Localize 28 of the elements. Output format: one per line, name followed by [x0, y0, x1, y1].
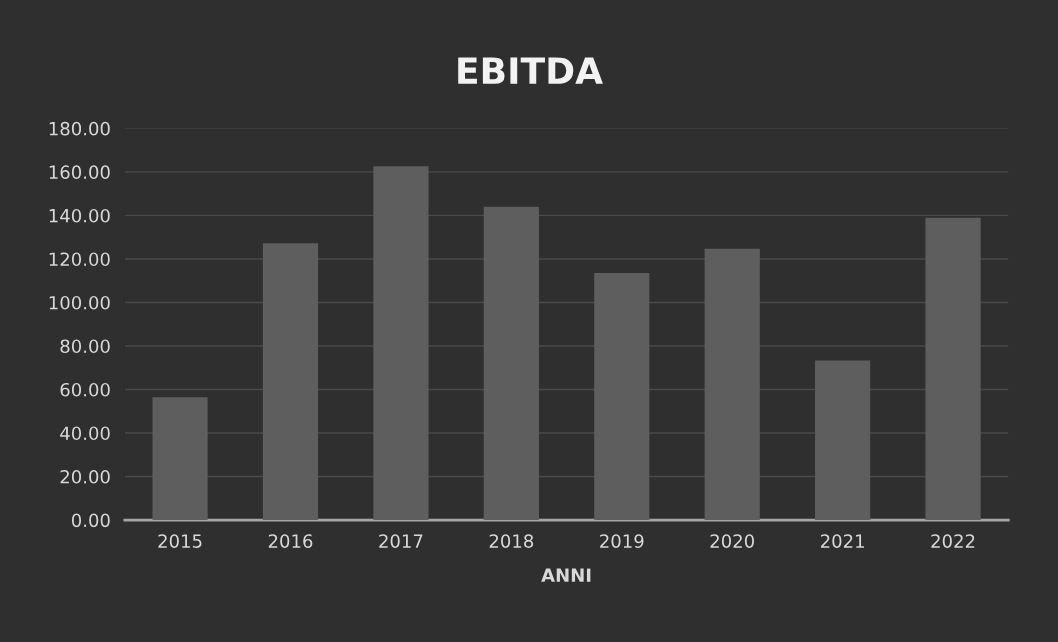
- y-tick-label: 0.00: [71, 513, 110, 528]
- chart-title: EBITDA: [458, 57, 603, 84]
- bar: [152, 397, 208, 521]
- x-tick-label: 2016: [268, 534, 313, 548]
- bar: [483, 206, 539, 521]
- y-tick-label: 100.00: [49, 295, 110, 310]
- y-tick-label: 160.00: [49, 165, 110, 180]
- bar: [594, 273, 650, 521]
- y-tick-label: 80.00: [60, 339, 110, 354]
- x-tick-label: 2017: [379, 534, 423, 548]
- x-tick-label: 2018: [489, 534, 534, 548]
- x-tick-label: 2020: [710, 534, 754, 548]
- y-tick-label: 60.00: [60, 382, 110, 397]
- bar: [925, 217, 981, 521]
- x-axis-title: ANNI: [541, 568, 591, 582]
- x-tick-label: 2021: [820, 534, 864, 548]
- y-tick-label: 20.00: [60, 469, 110, 484]
- x-tick-label: 2022: [931, 534, 975, 548]
- y-tick-label: 180.00: [49, 121, 110, 136]
- bar: [262, 243, 319, 521]
- bar: [704, 248, 760, 521]
- bar: [373, 166, 429, 521]
- y-tick-label: 40.00: [60, 426, 110, 441]
- bar: [815, 360, 871, 521]
- y-tick-label: 140.00: [49, 208, 110, 223]
- y-tick-label: 120.00: [49, 252, 110, 267]
- x-tick-label: 2015: [158, 534, 202, 548]
- x-tick-label: 2019: [600, 534, 644, 548]
